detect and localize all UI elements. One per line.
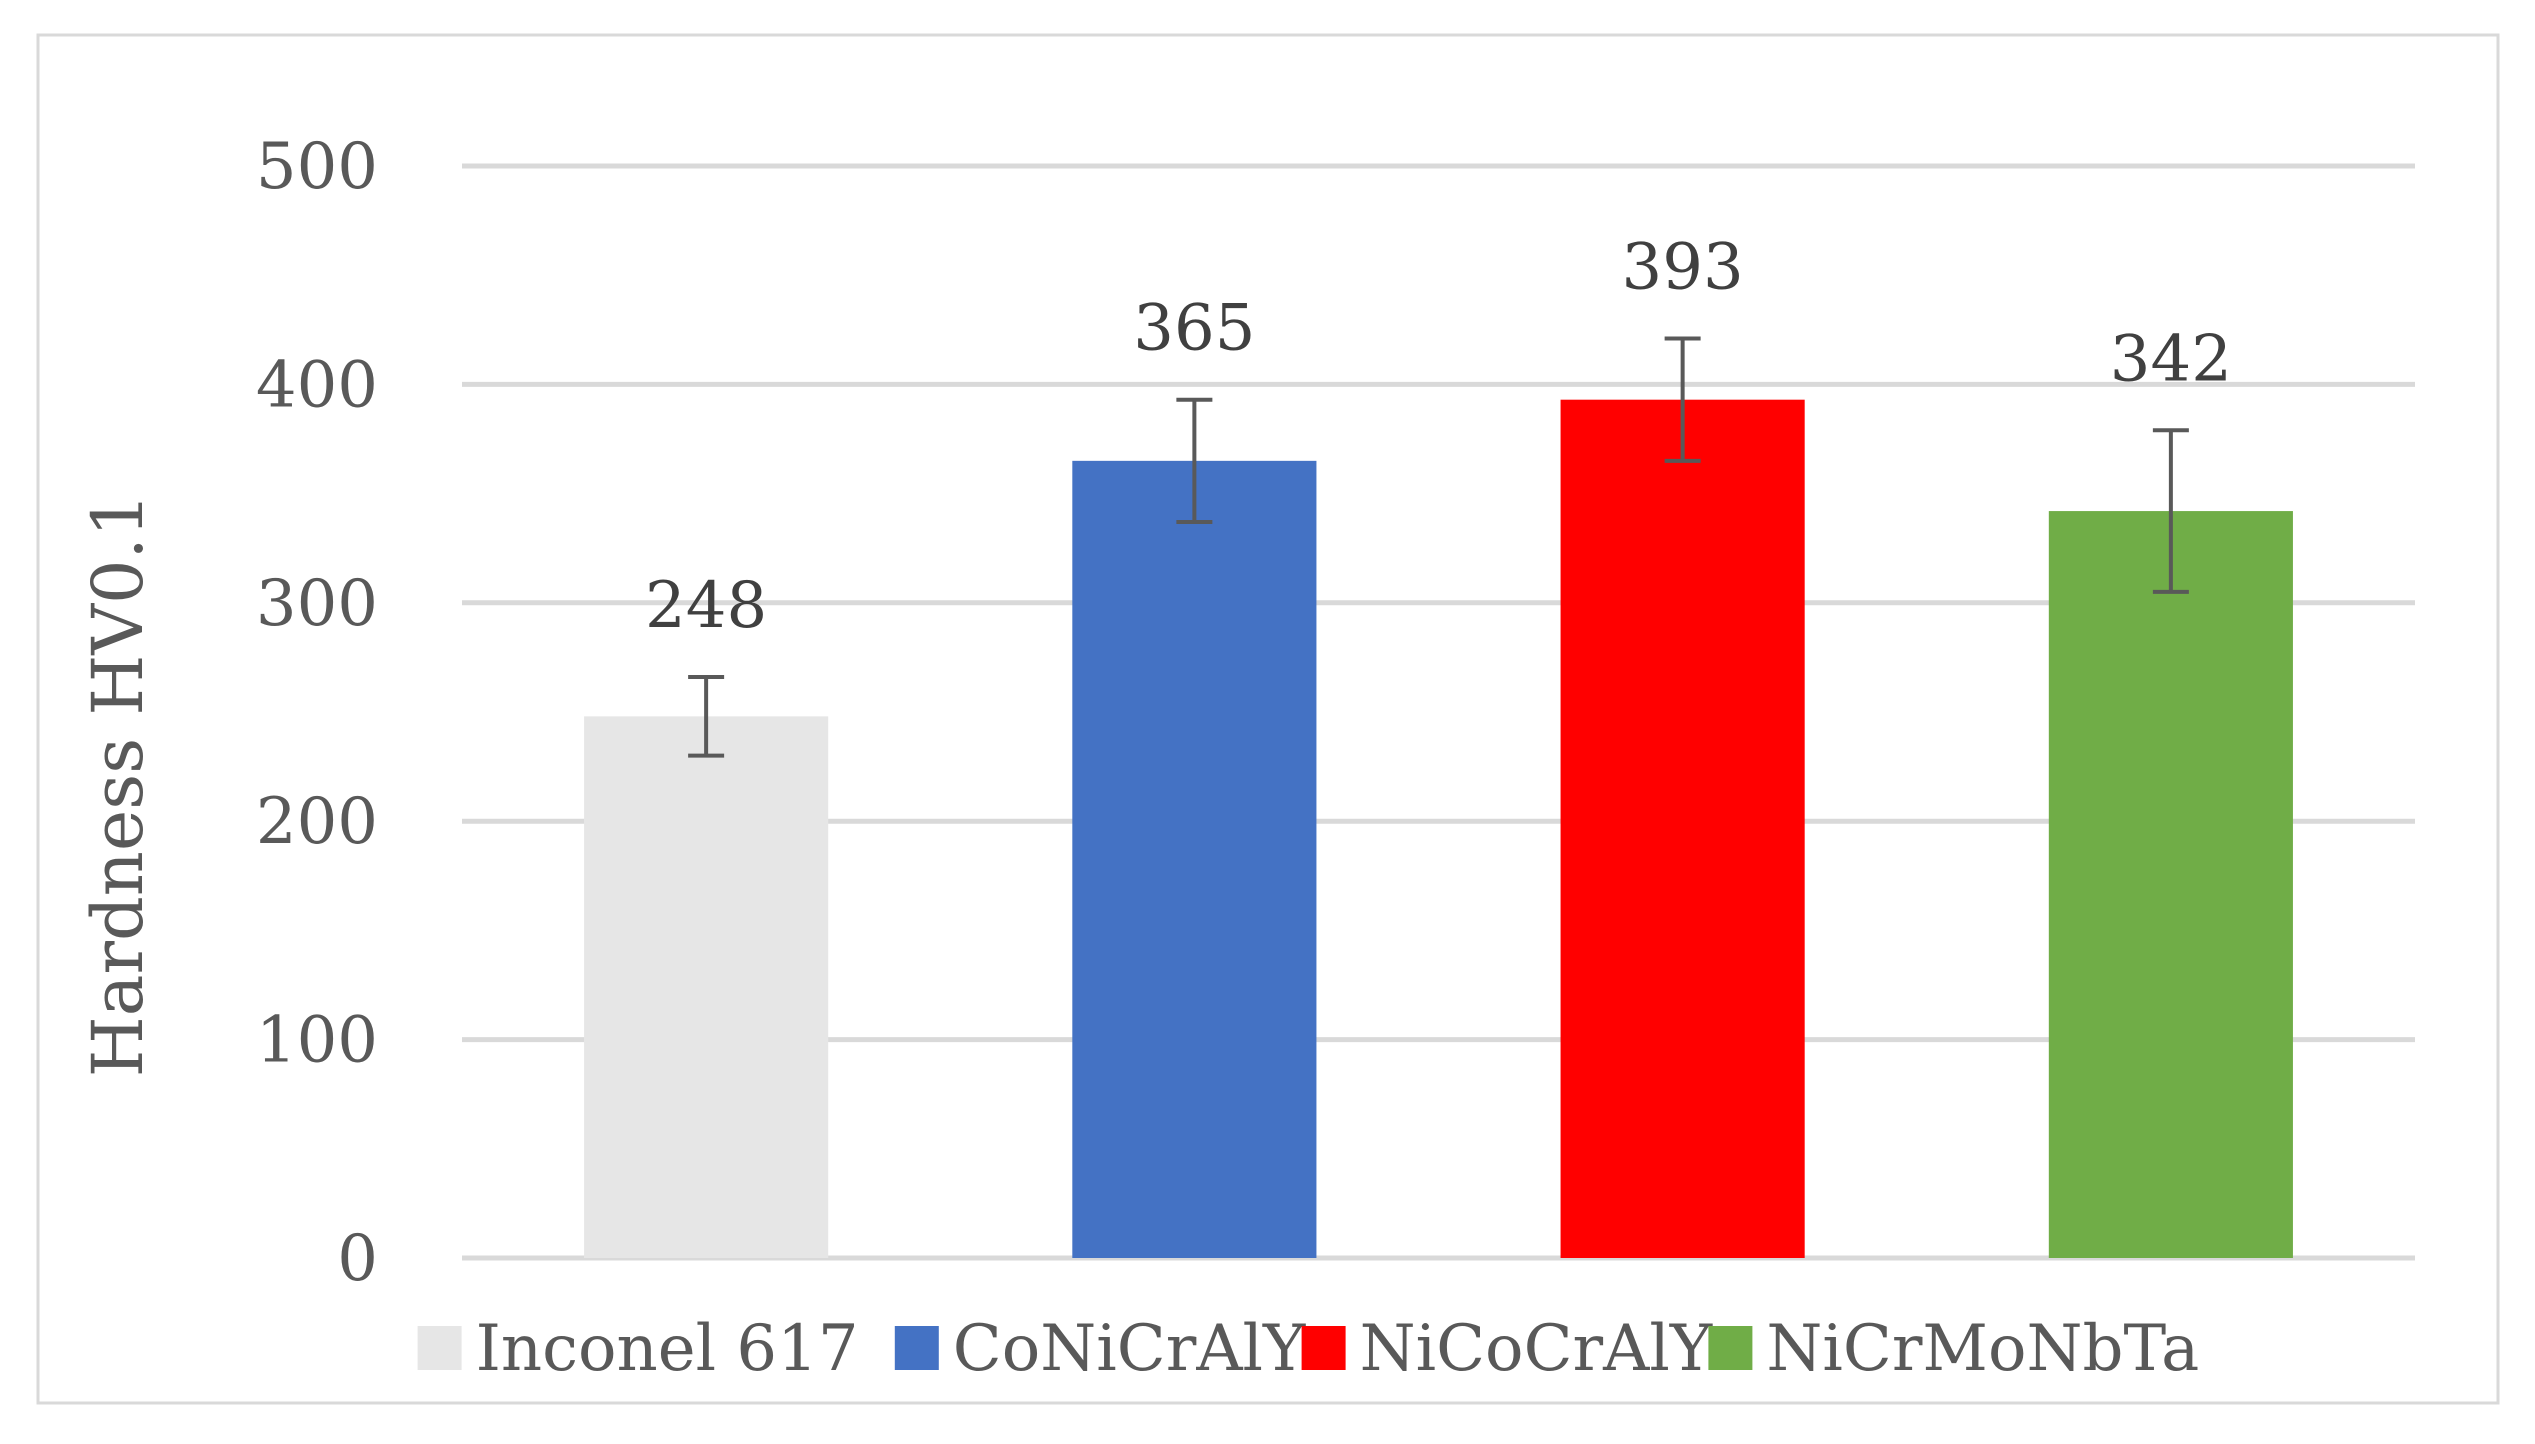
bars xyxy=(584,399,2293,1259)
y-tick-label: 500 xyxy=(256,130,378,204)
legend-label: CoNiCrAlY xyxy=(953,1312,1306,1386)
error-bar xyxy=(1664,336,1701,463)
legend-item: NiCoCrAlY xyxy=(1301,1312,1713,1386)
legend-swatch xyxy=(1301,1326,1346,1370)
legend-item: CoNiCrAlY xyxy=(894,1312,1306,1386)
legend-item: NiCrMoNbTa xyxy=(1708,1312,2199,1386)
error-bar xyxy=(1176,397,1213,524)
legend-swatch xyxy=(1708,1326,1753,1370)
legend-swatch xyxy=(894,1326,939,1370)
data-labels: 248 365 393 342 xyxy=(645,231,2232,644)
legend-label: NiCoCrAlY xyxy=(1360,1312,1713,1386)
y-tick-label: 0 xyxy=(337,1222,378,1296)
legend-swatch xyxy=(417,1326,462,1370)
y-tick-label: 200 xyxy=(256,785,378,859)
data-label: 365 xyxy=(1133,292,1255,366)
legend-label: Inconel 617 xyxy=(476,1312,859,1386)
bar-inconel-617 xyxy=(584,716,829,1258)
bar-nicocraly xyxy=(1560,399,1805,1258)
legend: Inconel 617 CoNiCrAlY NiCoCrAlY NiCrMoNbTa xyxy=(417,1312,2199,1386)
y-axis-ticks: 0 100 200 300 400 500 xyxy=(256,130,378,1296)
data-label: 342 xyxy=(2110,322,2232,396)
legend-item: Inconel 617 xyxy=(417,1312,859,1386)
legend-label: NiCrMoNbTa xyxy=(1766,1312,2199,1386)
error-bar xyxy=(688,675,725,758)
y-tick-label: 300 xyxy=(256,567,378,641)
y-axis-label: Hardness HV0.1 xyxy=(77,493,159,1078)
data-label: 248 xyxy=(645,569,767,643)
bar-conicraly xyxy=(1072,460,1317,1259)
data-label: 393 xyxy=(1622,231,1744,305)
y-tick-label: 100 xyxy=(256,1004,378,1078)
bar-nicrmonbta xyxy=(2048,511,2293,1258)
y-tick-label: 400 xyxy=(256,348,378,422)
error-bars xyxy=(688,336,2189,758)
error-bar xyxy=(2152,428,2189,594)
